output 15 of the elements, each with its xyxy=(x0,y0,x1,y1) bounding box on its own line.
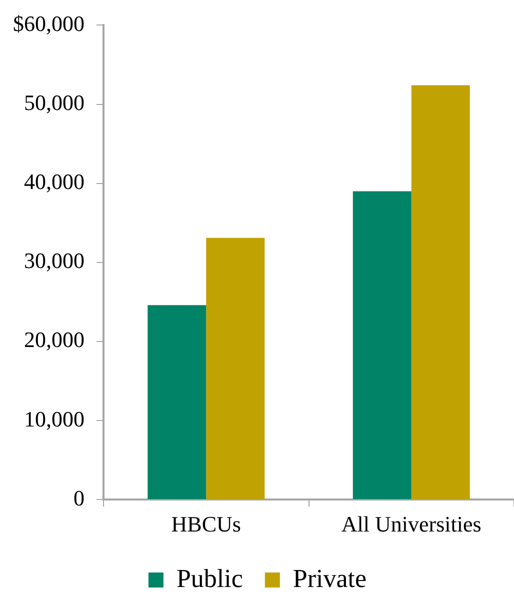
bar xyxy=(148,305,206,500)
x-tick-label: HBCUs xyxy=(171,512,241,537)
y-tick-label: 30,000 xyxy=(24,248,84,274)
bar xyxy=(411,85,470,500)
y-tick-label: 40,000 xyxy=(24,169,84,194)
y-tick-label: 50,000 xyxy=(24,90,84,116)
y-tick-label: $60,000 xyxy=(13,10,84,36)
legend-label: Private xyxy=(292,564,367,593)
y-tick-label: 10,000 xyxy=(24,406,84,432)
y-tick-label: 0 xyxy=(74,485,84,510)
bar xyxy=(206,238,265,500)
bar xyxy=(352,191,412,500)
x-tick-label: All Universities xyxy=(341,512,482,537)
y-tick-label: 20,000 xyxy=(24,327,84,352)
legend-label: Public xyxy=(176,564,243,593)
